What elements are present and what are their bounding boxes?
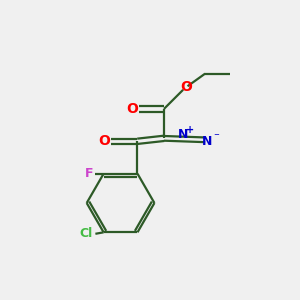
Text: N: N bbox=[178, 128, 188, 141]
Text: O: O bbox=[180, 80, 192, 94]
Text: +: + bbox=[185, 125, 194, 135]
Text: Cl: Cl bbox=[79, 227, 93, 240]
Text: O: O bbox=[127, 102, 138, 116]
Text: N: N bbox=[202, 135, 212, 148]
Text: ⁻: ⁻ bbox=[213, 133, 219, 142]
Text: O: O bbox=[99, 134, 110, 148]
Text: F: F bbox=[85, 167, 93, 180]
